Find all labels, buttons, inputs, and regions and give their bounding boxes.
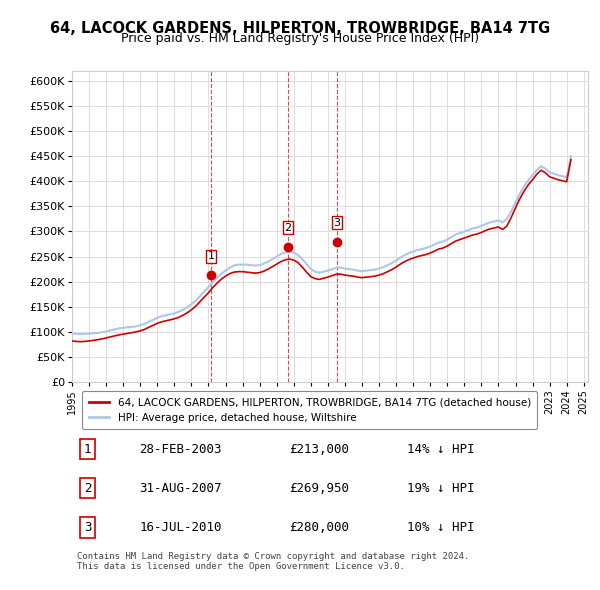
Text: 31-AUG-2007: 31-AUG-2007 [139, 482, 221, 495]
Text: £269,950: £269,950 [289, 482, 349, 495]
Text: Contains HM Land Registry data © Crown copyright and database right 2024.
This d: Contains HM Land Registry data © Crown c… [77, 552, 470, 571]
Text: £213,000: £213,000 [289, 442, 349, 455]
Legend: 64, LACOCK GARDENS, HILPERTON, TROWBRIDGE, BA14 7TG (detached house), HPI: Avera: 64, LACOCK GARDENS, HILPERTON, TROWBRIDG… [82, 391, 537, 429]
Text: 14% ↓ HPI: 14% ↓ HPI [407, 442, 475, 455]
Text: 64, LACOCK GARDENS, HILPERTON, TROWBRIDGE, BA14 7TG: 64, LACOCK GARDENS, HILPERTON, TROWBRIDG… [50, 21, 550, 35]
Text: 1: 1 [84, 442, 91, 455]
Text: 3: 3 [84, 521, 91, 534]
Text: 28-FEB-2003: 28-FEB-2003 [139, 442, 221, 455]
Text: 2: 2 [84, 482, 91, 495]
Text: £280,000: £280,000 [289, 521, 349, 534]
Text: Price paid vs. HM Land Registry's House Price Index (HPI): Price paid vs. HM Land Registry's House … [121, 32, 479, 45]
Text: 1: 1 [208, 251, 215, 261]
Text: 10% ↓ HPI: 10% ↓ HPI [407, 521, 475, 534]
Text: 3: 3 [334, 218, 341, 228]
Text: 19% ↓ HPI: 19% ↓ HPI [407, 482, 475, 495]
Text: 2: 2 [284, 222, 292, 232]
Text: 16-JUL-2010: 16-JUL-2010 [139, 521, 221, 534]
